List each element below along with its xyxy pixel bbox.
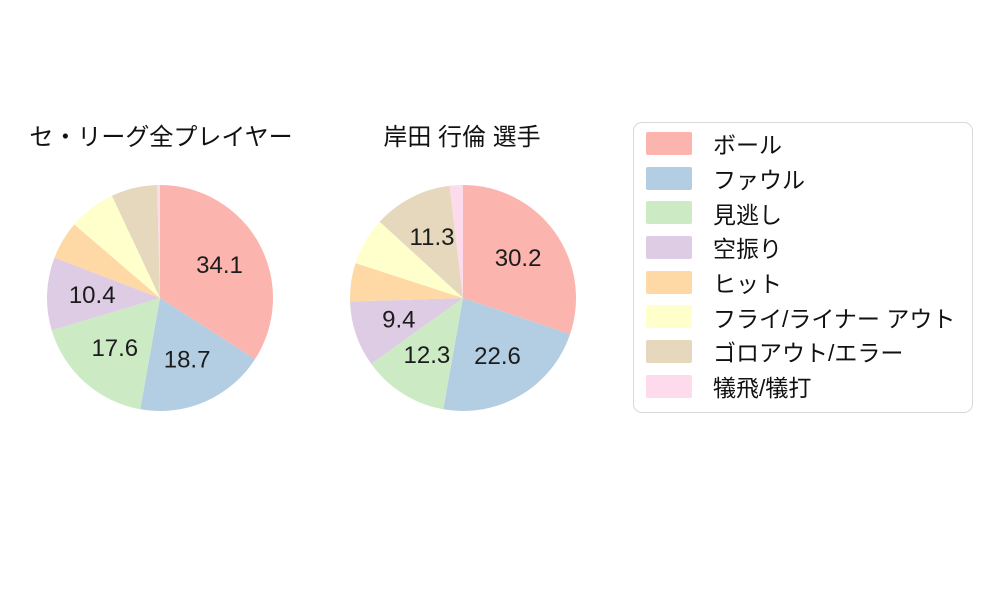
legend: ボール ファウル 見逃し 空振り ヒット フライ/ライナー アウト ゴロアウト/… bbox=[633, 122, 973, 413]
right-pie-chart: 30.2 22.6 12.3 9.4 11.3 bbox=[350, 185, 576, 412]
legend-label: 空振り bbox=[713, 236, 782, 263]
legend-label: ボール bbox=[713, 132, 782, 159]
legend-item: ファウル bbox=[634, 161, 972, 196]
pie-slice bbox=[355, 221, 463, 298]
pie-slice bbox=[350, 263, 463, 302]
legend-item: ボール bbox=[634, 126, 972, 161]
legend-item: 見逃し bbox=[634, 195, 972, 230]
legend-swatch bbox=[646, 201, 692, 225]
legend-item: 犠飛/犠打 bbox=[634, 369, 972, 404]
right-pie-title: 岸田 行倫 選手 bbox=[383, 124, 541, 151]
pie-slice bbox=[371, 298, 463, 410]
slice-label: 18.7 bbox=[164, 347, 211, 374]
slice-label: 10.4 bbox=[69, 282, 116, 309]
pie-slice bbox=[74, 195, 160, 298]
legend-label: ゴロアウト/エラー bbox=[713, 340, 904, 367]
legend-label: 犠飛/犠打 bbox=[713, 375, 812, 402]
pie-slice bbox=[111, 185, 160, 298]
legend-label: ファウル bbox=[713, 167, 805, 194]
pie-slice bbox=[51, 298, 160, 410]
legend-item: フライ/ライナー アウト bbox=[634, 299, 972, 334]
slice-label: 12.3 bbox=[404, 342, 451, 369]
slice-label: 17.6 bbox=[91, 335, 138, 362]
legend-item: ゴロアウト/エラー bbox=[634, 334, 972, 369]
legend-swatch bbox=[646, 235, 692, 259]
pie-slice bbox=[140, 298, 256, 412]
slice-label: 30.2 bbox=[495, 245, 542, 272]
legend-swatch bbox=[646, 166, 692, 190]
pie-slice bbox=[47, 257, 160, 331]
pie-slice bbox=[379, 185, 463, 298]
left-pie-title: セ・リーグ全プレイヤー bbox=[29, 124, 293, 151]
pie-slice bbox=[443, 298, 571, 412]
slice-label: 9.4 bbox=[382, 306, 415, 333]
legend-label: 見逃し bbox=[713, 201, 782, 228]
pie-slice bbox=[157, 185, 160, 298]
pie-slice bbox=[160, 185, 274, 360]
slice-label: 11.3 bbox=[410, 224, 455, 251]
legend-item: ヒット bbox=[634, 265, 972, 300]
pie-slice bbox=[463, 185, 576, 335]
pie-slice bbox=[449, 185, 463, 298]
legend-swatch bbox=[646, 131, 692, 155]
legend-swatch bbox=[646, 339, 692, 363]
left-pie-chart: 34.1 18.7 17.6 10.4 bbox=[47, 185, 274, 412]
pie-slice bbox=[350, 298, 463, 364]
legend-label: フライ/ライナー アウト bbox=[713, 305, 956, 332]
pie-slice bbox=[54, 224, 160, 298]
legend-swatch bbox=[646, 305, 692, 329]
slice-label: 22.6 bbox=[474, 343, 521, 370]
legend-swatch bbox=[646, 270, 692, 294]
slice-label: 34.1 bbox=[196, 252, 243, 279]
legend-swatch bbox=[646, 374, 692, 398]
legend-label: ヒット bbox=[713, 271, 782, 298]
legend-item: 空振り bbox=[634, 230, 972, 265]
